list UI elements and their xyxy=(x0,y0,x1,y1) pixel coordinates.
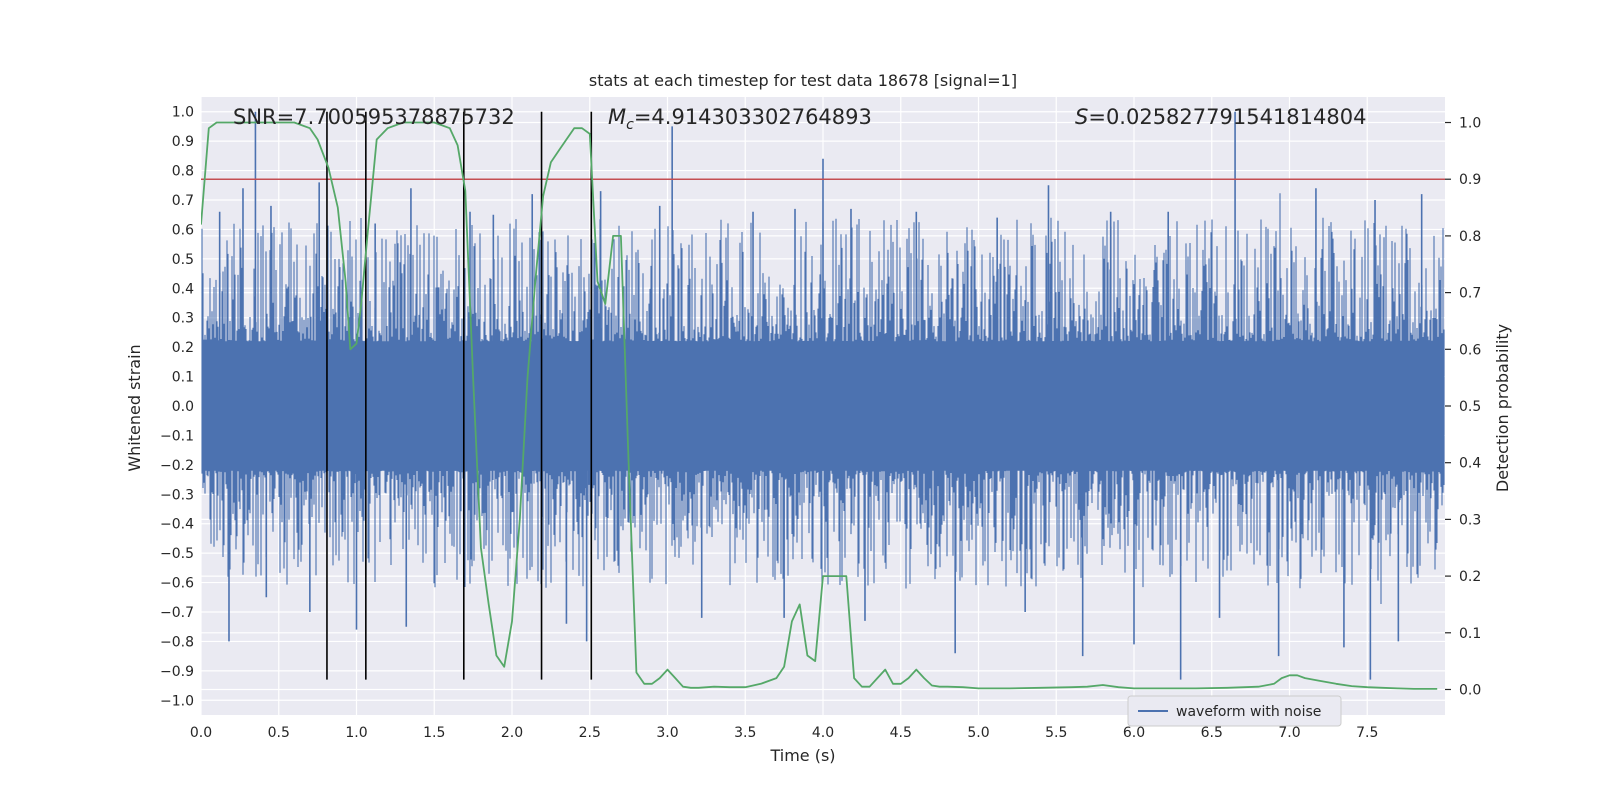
y-tick-label: −0.5 xyxy=(160,546,194,562)
x-tick-label: 6.0 xyxy=(1123,725,1145,741)
chirp-mass-annotation: Mc=4.914303302764893 xyxy=(608,105,872,133)
probability-line xyxy=(201,121,1438,690)
y-axis-ticks: 1.0 0.9 0.8 0.7 0.6 0.5 0.4 0.3 0.2 0.1 0.0 −0.1 −0.… xyxy=(160,105,194,710)
y-tick-label: −0.7 xyxy=(160,605,194,621)
x-tick-label: 3.5 xyxy=(734,725,756,741)
y2-tick-label: 0.3 xyxy=(1459,512,1481,528)
y-tick-label: 0.9 xyxy=(172,134,194,150)
y-tick-label: −1.0 xyxy=(160,693,194,709)
y2-axis-label: Detection probability xyxy=(1493,324,1512,492)
y-tick-label: 0.6 xyxy=(172,222,194,238)
y-tick-label: 1.0 xyxy=(172,105,194,121)
x-tick-label: 1.5 xyxy=(423,725,445,741)
y-tick-label: −0.1 xyxy=(160,428,194,444)
x-axis-ticks: 0.0 0.5 1.0 1.5 2.0 2.5 3.0 3.5 4.0 4.5 5.0 5.5 6.0 6… xyxy=(190,725,1379,741)
chart-title: stats at each timestep for test data 186… xyxy=(589,71,1017,90)
y-tick-label: 0.7 xyxy=(172,193,194,209)
y-tick-label: 0.4 xyxy=(172,281,194,297)
x-tick-label: 7.5 xyxy=(1356,725,1378,741)
y-tick-label: 0.0 xyxy=(172,399,194,415)
y-tick-label: −0.2 xyxy=(160,458,194,474)
waveform-series xyxy=(201,111,1445,680)
y2-tick-label: 0.7 xyxy=(1459,286,1481,302)
x-axis-label: Time (s) xyxy=(769,746,835,765)
y2-tick-label: 0.9 xyxy=(1459,172,1481,188)
x-tick-label: 1.0 xyxy=(345,725,367,741)
x-tick-label: 0.5 xyxy=(268,725,290,741)
x-tick-label: 7.0 xyxy=(1278,725,1300,741)
x-tick-label: 0.0 xyxy=(190,725,212,741)
y2-tick-label: 0.0 xyxy=(1459,682,1481,698)
y-tick-label: 0.5 xyxy=(172,252,194,268)
legend: waveform with noise xyxy=(1127,695,1342,727)
y2-axis-ticks: 1.0 0.9 0.8 0.7 0.6 0.5 0.4 0.3 0.2 0.1 0.0 xyxy=(1445,116,1481,698)
y-tick-label: −0.8 xyxy=(160,634,194,650)
y2-tick-label: 0.8 xyxy=(1459,229,1481,245)
y-tick-label: 0.8 xyxy=(172,164,194,180)
y-tick-label: 0.1 xyxy=(172,370,194,386)
y-tick-label: −0.4 xyxy=(160,517,194,533)
s-annotation: S=0.025827791541814804 xyxy=(1075,105,1366,129)
probability-series xyxy=(201,121,1438,690)
snr-annotation: SNR=7.700595378875732 xyxy=(233,105,515,129)
legend-label: waveform with noise xyxy=(1176,704,1321,720)
y-axis-label: Whitened strain xyxy=(125,344,144,471)
y-tick-label: −0.6 xyxy=(160,576,194,592)
y2-tick-label: 0.1 xyxy=(1459,626,1481,642)
x-tick-label: 2.0 xyxy=(501,725,523,741)
x-tick-label: 5.0 xyxy=(967,725,989,741)
y-tick-label: −0.3 xyxy=(160,487,194,503)
x-tick-label: 5.5 xyxy=(1045,725,1067,741)
y2-tick-label: 1.0 xyxy=(1459,116,1481,132)
x-tick-label: 2.5 xyxy=(579,725,601,741)
y-tick-label: 0.3 xyxy=(172,311,194,327)
legend-box xyxy=(1127,695,1342,727)
y2-tick-label: 0.5 xyxy=(1459,399,1481,415)
y2-tick-label: 0.4 xyxy=(1459,456,1481,472)
y2-tick-label: 0.2 xyxy=(1459,569,1481,585)
x-tick-label: 6.5 xyxy=(1201,725,1223,741)
x-tick-label: 4.5 xyxy=(890,725,912,741)
x-tick-label: 3.0 xyxy=(656,725,678,741)
event-markers xyxy=(326,111,593,680)
x-tick-label: 4.0 xyxy=(812,725,834,741)
y2-tick-label: 0.6 xyxy=(1459,342,1481,358)
y-tick-label: 0.2 xyxy=(172,340,194,356)
y-tick-label: −0.9 xyxy=(160,664,194,680)
